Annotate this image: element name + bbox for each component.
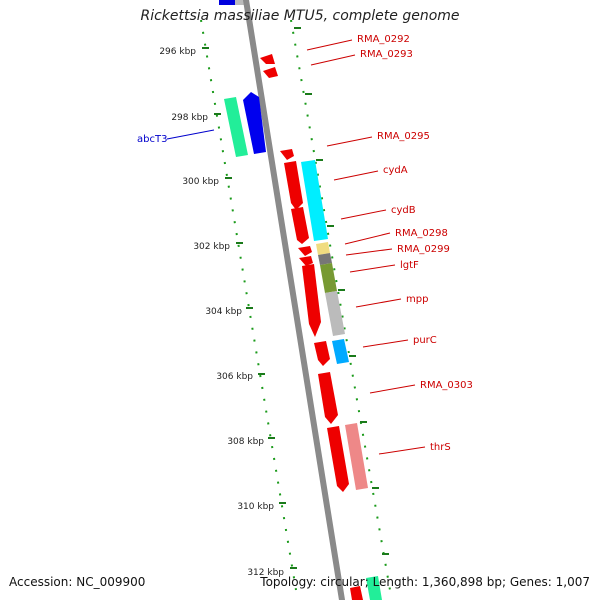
gene-label-lgtF: lgtF — [400, 260, 419, 271]
topology-label: Topology: — [260, 575, 317, 589]
scale-label-296: 296 kbp — [159, 47, 196, 57]
genome-backbone — [243, 0, 345, 600]
scale-label-308: 308 kbp — [227, 437, 264, 447]
leader-mpp — [355, 298, 402, 308]
gene-red-mpp — [302, 264, 321, 337]
gene-cydB — [291, 207, 309, 244]
scale-label-300: 300 kbp — [182, 177, 219, 187]
gene-bottom-green — [366, 576, 382, 600]
accession-label: Accession: — [9, 575, 73, 589]
gene-label-RMA_0299: RMA_0299 — [397, 244, 450, 255]
scale-label-310: 310 kbp — [237, 502, 274, 512]
gene-RMA_0292 — [260, 54, 275, 64]
gene-red-purC — [314, 341, 330, 366]
leader-RMA_0298 — [344, 232, 391, 245]
gene-label-thrS: thrS — [430, 442, 451, 453]
scale-label-298: 298 kbp — [171, 113, 208, 123]
gene-RMA_0298 — [298, 246, 312, 256]
gene-block-top-gray — [235, 0, 244, 5]
genes-label: Genes: — [509, 575, 552, 589]
gene-label-RMA_0293: RMA_0293 — [360, 49, 413, 60]
gene-darkgray-block — [318, 253, 332, 265]
gene-yellow-block — [316, 242, 330, 255]
scale-label-304: 304 kbp — [205, 307, 242, 317]
right-dotted-guide — [290, 19, 391, 591]
gene-red-thrS — [327, 426, 349, 492]
map-title: Rickettsia massiliae MTU5, complete geno… — [140, 8, 460, 24]
scale-ticks-right — [294, 27, 389, 555]
leader-abcT3 — [166, 129, 215, 140]
leader-RMA_0292 — [306, 39, 353, 51]
gene-label-RMA_0303: RMA_0303 — [420, 380, 473, 391]
gene-label-cydA: cydA — [383, 165, 408, 176]
gene-label-purC: purC — [413, 335, 437, 346]
gene-label-RMA_0295: RMA_0295 — [377, 131, 430, 142]
gene-RMA_0303 — [318, 372, 338, 424]
gene-label-RMA_0298: RMA_0298 — [395, 228, 448, 239]
gene-mpp — [325, 291, 345, 336]
gene-cyan-block — [301, 160, 328, 241]
gene-abcT3-partner — [243, 92, 266, 154]
leader-RMA_0295 — [326, 136, 373, 147]
gene-label-cydB: cydB — [391, 205, 416, 216]
gene-label-mpp: mpp — [406, 294, 428, 305]
gene-RMA_0295 — [280, 149, 294, 160]
gene-cydA — [284, 161, 303, 210]
scale-label-312: 312 kbp — [247, 568, 284, 578]
gene-abcT3 — [224, 97, 248, 157]
scale-ticks — [202, 47, 297, 569]
gene-purC — [332, 339, 349, 364]
gene-lgtF — [320, 263, 337, 293]
genome-stats: Topology: circular; Length: 1,360,898 bp… — [260, 575, 590, 589]
length-value: 1,360,898 bp; — [421, 575, 507, 589]
gene-block-top-blue — [219, 0, 235, 5]
scale-label-302: 302 kbp — [193, 242, 230, 252]
leader-RMA_0293 — [310, 54, 356, 66]
length-label: Length: — [372, 575, 419, 589]
accession-info: Accession: NC_009900 — [9, 575, 145, 589]
gene-RMA_0293 — [263, 67, 278, 78]
leader-thrS — [378, 446, 426, 455]
leader-lgtF — [349, 264, 396, 273]
leader-RMA_0303 — [369, 384, 416, 394]
gene-thrS — [345, 423, 368, 490]
gene-bottom-red — [350, 586, 363, 600]
scale-label-306: 306 kbp — [216, 372, 253, 382]
gene-RMA_0299 — [299, 256, 313, 266]
accession-value: NC_009900 — [76, 575, 146, 589]
leader-RMA_0299 — [345, 248, 393, 256]
genes-value: 1,007 — [555, 575, 590, 589]
leader-cydB — [340, 209, 387, 220]
leader-cydA — [333, 170, 379, 181]
gene-label-abcT3: abcT3 — [137, 134, 167, 145]
leader-purC — [362, 339, 409, 348]
topology-value: circular; — [320, 575, 369, 589]
gene-label-RMA_0292: RMA_0292 — [357, 34, 410, 45]
